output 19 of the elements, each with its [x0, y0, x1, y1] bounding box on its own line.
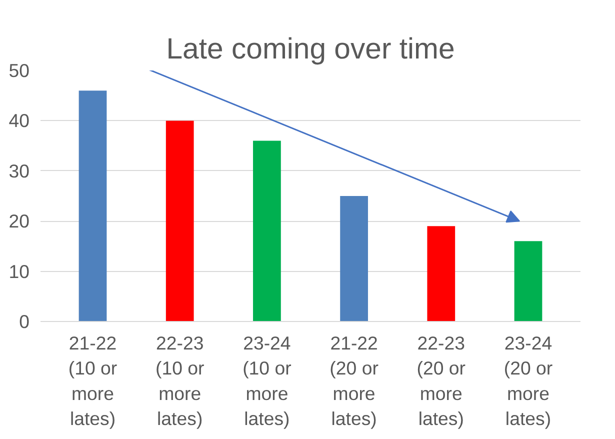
bar: [78, 90, 107, 322]
y-tick-label: 20: [8, 210, 30, 232]
bar: [514, 241, 542, 322]
chart-title: Late coming over time: [166, 32, 455, 66]
x-tick-label: 21-22 (20 or more lates): [330, 332, 378, 430]
bar: [427, 226, 456, 322]
bar: [340, 196, 368, 322]
y-tick-label: 0: [19, 311, 30, 332]
y-tick-label: 40: [8, 110, 30, 132]
y-tick-label: 10: [8, 260, 30, 282]
x-tick-label: 21-22 (10 or more lates): [68, 332, 118, 430]
x-tick-label: 23-24 (20 or more lates): [504, 332, 553, 430]
x-tick-label: 23-24 (10 or more lates): [242, 332, 292, 430]
x-tick-label: 22-23 (10 or more lates): [155, 332, 204, 430]
y-tick-label: 50: [8, 60, 30, 81]
bar: [166, 120, 194, 322]
y-tick-label: 30: [8, 160, 30, 182]
x-tick-label: 22-23 (20 or more lates): [416, 332, 466, 430]
bar: [253, 140, 281, 322]
